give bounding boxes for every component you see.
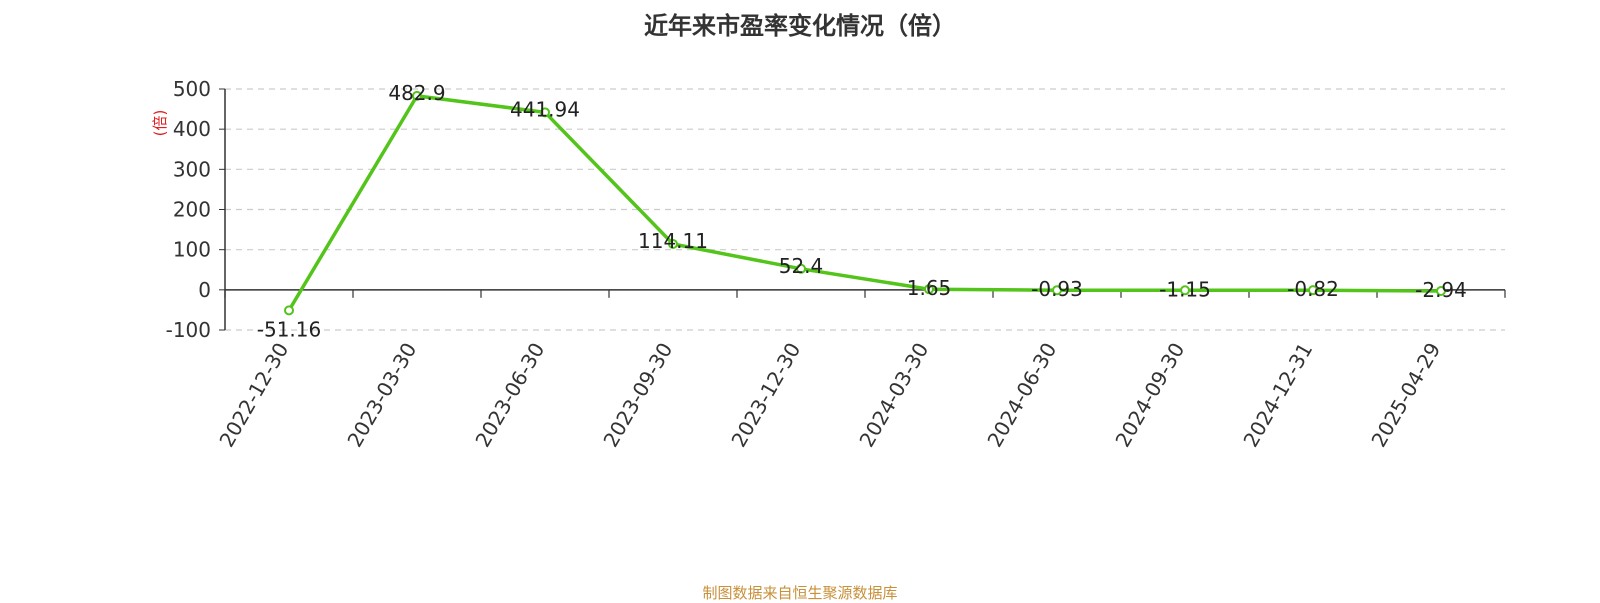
x-tick-label: 2022-12-30 [214,339,293,452]
series-line [287,94,1442,312]
x-tick-label: 2023-12-30 [726,339,805,452]
data-point [1180,285,1190,296]
x-tick-label: 2024-03-30 [854,339,933,452]
x-tick-label: 2023-03-30 [342,339,421,452]
y-tick-label: -100 [166,318,211,342]
data-point [796,263,806,274]
data-label: -51.16 [257,317,321,341]
data-points [284,90,1446,316]
data-labels: -51.16 482.9 441.94 114.11 52.4 1.65 -0.93 -1.1… [257,81,1467,342]
x-tick-label: 2025-04-29 [1366,339,1445,452]
x-tick-label: 2024-12-31 [1238,339,1317,452]
data-point [924,284,934,295]
data-label: 441.94 [510,97,580,121]
data-point [1436,286,1446,297]
x-tick-label: 2024-09-30 [1110,339,1189,452]
data-label: 482.9 [388,81,445,105]
x-tick-label: 2024-06-30 [982,339,1061,452]
data-label: -1.15 [1159,277,1211,301]
data-point [1308,285,1318,296]
data-label: 114.11 [638,229,708,253]
y-tick-label: 500 [173,77,211,101]
y-tick-label: 100 [173,238,211,262]
series-line-path [287,94,1442,312]
y-tick-label: 200 [173,198,211,222]
chart-title: 近年来市盈率变化情况（倍） [644,12,956,40]
data-point [540,107,550,118]
y-tick-label: 0 [198,278,211,302]
data-point [412,90,422,101]
y-axis-label: (倍) [151,110,169,137]
data-label: -0.82 [1287,277,1339,301]
data-label: -0.93 [1031,277,1083,301]
y-tick-label: 400 [173,117,211,141]
data-label: 52.4 [779,254,824,278]
data-source-note: 制图数据来自恒生聚源数据库 [702,584,898,602]
data-point [284,305,294,316]
data-point [1052,285,1062,296]
x-tick-label: 2023-06-30 [470,339,549,452]
y-tick-label: 300 [173,157,211,181]
data-point [668,238,678,249]
x-tick-label: 2023-09-30 [598,339,677,452]
data-label: -2.94 [1415,278,1467,302]
data-label: 1.65 [907,276,952,300]
